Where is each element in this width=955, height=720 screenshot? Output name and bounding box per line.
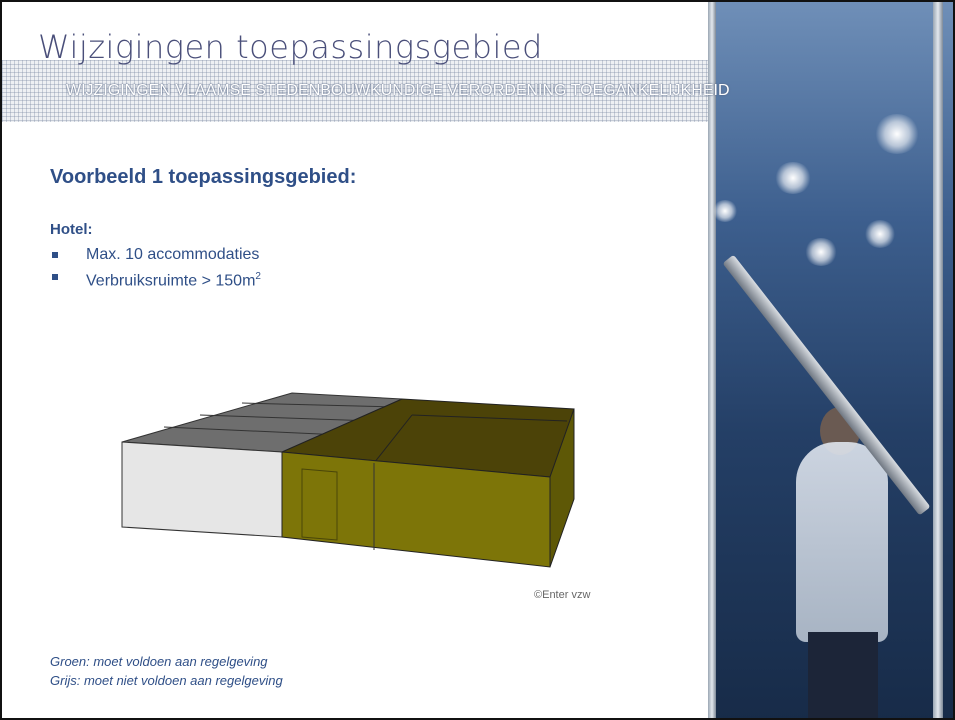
decorative-photo: [708, 2, 953, 718]
color-legend: Groen: moet voldoen aan regelgeving Grij…: [50, 652, 283, 690]
bullet-text: Verbruiksruimte > 150m: [86, 272, 256, 290]
ceiling-light: [864, 220, 896, 248]
glass-frame-right: [933, 2, 943, 718]
bullet-list: Max. 10 accommodaties Verbruiksruimte > …: [50, 244, 261, 290]
grey-wall: [121, 441, 283, 538]
person-coat: [796, 442, 888, 642]
ceiling-light: [712, 200, 738, 222]
ceiling-light: [874, 114, 920, 154]
square-bullet-icon: [52, 274, 58, 280]
roof-seam: [411, 414, 568, 422]
bullet-text: Max. 10 accommodaties: [86, 246, 260, 263]
building-3d-illustration: [121, 392, 575, 568]
glass-frame-left: [708, 2, 716, 718]
roof-seam: [241, 402, 395, 408]
ceiling-light: [804, 238, 838, 266]
slide-title: Wijzigingen toepassingsgebied: [38, 28, 543, 66]
door-outline: [301, 468, 338, 541]
roof-seam: [163, 426, 343, 436]
green-side-wall: [549, 408, 575, 568]
bullet-item: Max. 10 accommodaties: [50, 244, 261, 266]
roof-seam: [373, 414, 413, 464]
image-credit: ©Enter vzw: [534, 589, 591, 601]
legend-grey: Grijs: moet niet voldoen aan regelgeving: [50, 673, 283, 688]
bullet-item: Verbruiksruimte > 150m2: [50, 266, 261, 290]
section-label: Hotel:: [50, 221, 93, 238]
square-bullet-icon: [52, 252, 58, 258]
person-legs: [808, 632, 878, 718]
superscript: 2: [255, 271, 261, 282]
ceiling-light: [774, 162, 812, 194]
slide-subtitle: WIJZIGINGEN VLAAMSE STEDENBOUWKUNDIGE VE…: [66, 82, 730, 99]
legend-green: Groen: moet voldoen aan regelgeving: [50, 654, 268, 669]
content-heading: Voorbeeld 1 toepassingsgebied:: [50, 166, 357, 188]
roof-seam: [199, 414, 375, 422]
